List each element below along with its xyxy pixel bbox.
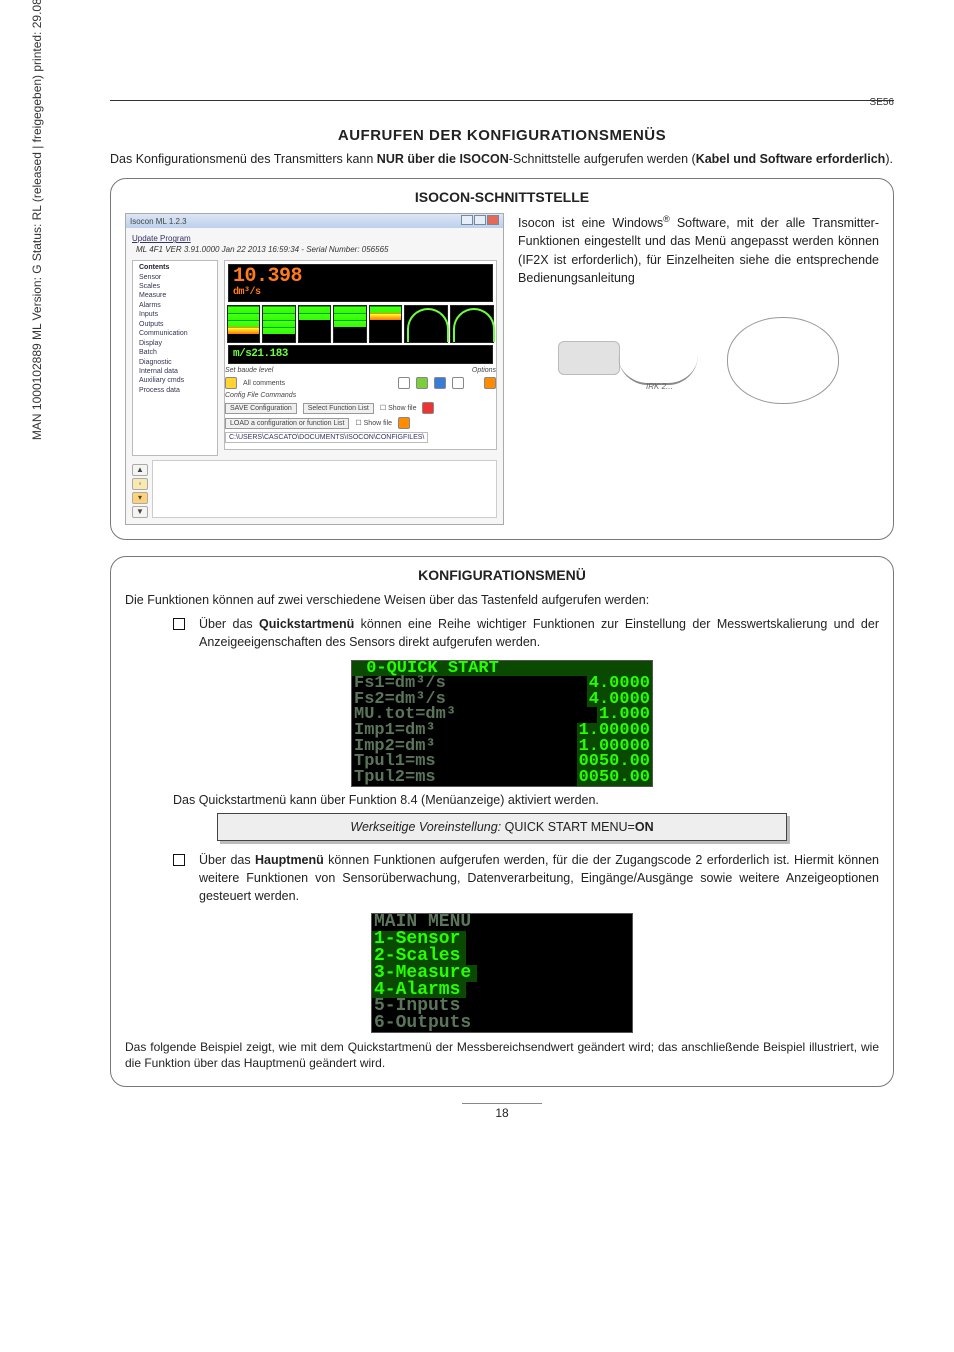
factory-default-box: Werkseitige Voreinstellung: QUICK START …: [217, 813, 787, 841]
top-rule: SE56: [110, 100, 894, 101]
top-marker: SE56: [870, 97, 894, 108]
intro-paragraph: Das Konfigurationsmenü des Transmitters …: [110, 150, 894, 168]
tree-item[interactable]: Outputs: [139, 320, 215, 329]
konfig-intro: Die Funktionen können auf zwei verschied…: [125, 591, 879, 609]
lock-icon[interactable]: [225, 377, 237, 389]
tree-root: Contents: [139, 263, 215, 272]
window-buttons: [460, 215, 499, 227]
isocon-description: Isocon ist eine Windows® Software, mit d…: [518, 213, 879, 287]
side-document-id: MAN 1000102889 ML Version: G Status: RL …: [30, 0, 44, 440]
isocon-cable-diagram: IRK 2...: [518, 307, 879, 417]
opt-icon[interactable]: [398, 377, 410, 389]
lcd-bargraph-row: [227, 305, 494, 343]
bullet-icon: [173, 618, 185, 630]
tree-item[interactable]: Scales: [139, 282, 215, 291]
konfig-heading: KONFIGURATIONSMENÜ: [125, 567, 879, 583]
lcd-bottom-readout: m/s21.183: [231, 348, 490, 361]
tree-item[interactable]: Diagnostic: [139, 358, 215, 367]
select-fn-button[interactable]: Select Function List: [303, 403, 374, 414]
cfg-path: C:\USERS\CASCATO\DOCUMENTS\ISOCON\CONFIG…: [225, 432, 428, 443]
tree-item[interactable]: Inputs: [139, 310, 215, 319]
closing-paragraph: Das folgende Beispiel zeigt, wie mit dem…: [125, 1039, 879, 1071]
options-label: Options: [472, 367, 496, 374]
opt-icon[interactable]: [484, 377, 496, 389]
baud-value: All comments: [243, 380, 285, 387]
isocon-window-title: Isocon ML 1.2.3: [130, 217, 187, 226]
tree-item[interactable]: Process data: [139, 386, 215, 395]
quickstart-lcd: 0-QUICK START Fs1=dm³/s 4.0000Fs2=dm³/s …: [351, 660, 653, 787]
update-label: Update Program: [132, 234, 497, 243]
quickstart-note: Das Quickstartmenü kann über Funktion 8.…: [173, 793, 879, 807]
show-file-check[interactable]: Show file: [364, 420, 392, 427]
tree-item[interactable]: Batch: [139, 348, 215, 357]
opt-icon[interactable]: [416, 377, 428, 389]
cable-label: IRK 2...: [646, 381, 673, 393]
baud-label: Set baude level: [225, 367, 273, 374]
main-menu-lcd: MAIN MENU1-Sensor2-Scales3-Measure4-Alar…: [371, 913, 633, 1033]
opt-icon[interactable]: [452, 377, 464, 389]
bullet-quickstart: Über das Quickstartmenü können eine Reih…: [173, 615, 879, 651]
isocon-tree[interactable]: Contents Sensor Scales Measure Alarms In…: [132, 260, 218, 456]
tree-item[interactable]: Alarms: [139, 301, 215, 310]
save-config-button[interactable]: SAVE Configuration: [225, 403, 297, 414]
preset-label: QUICK START MENU=: [501, 820, 635, 834]
tree-item[interactable]: Internal data: [139, 367, 215, 376]
isocon-version-line: ML 4F1 VER 3.91.0000 Jan 22 2013 16:59:3…: [136, 245, 497, 254]
page-number: 18: [462, 1103, 542, 1120]
isocon-heading: ISOCON-SCHNITTSTELLE: [125, 189, 879, 205]
preset-value: ON: [635, 820, 654, 834]
section-title-aufrufen: AUFRUFEN DER KONFIGURATIONSMENÜS: [110, 127, 894, 144]
tree-item[interactable]: Sensor: [139, 273, 215, 282]
opt-icon[interactable]: [434, 377, 446, 389]
preset-italic: Werkseitige Voreinstellung:: [350, 820, 501, 834]
lcd-main-unit: dm³/s: [231, 287, 490, 299]
tree-item[interactable]: Communication: [139, 329, 215, 338]
load-config-button[interactable]: LOAD a configuration or function List: [225, 418, 349, 429]
tree-item[interactable]: Auxiliary cmds: [139, 376, 215, 385]
tree-item[interactable]: Display: [139, 339, 215, 348]
tree-item[interactable]: Measure: [139, 291, 215, 300]
show-file-check[interactable]: Show file: [388, 405, 416, 412]
isocon-window: Isocon ML 1.2.3 Update Program ML 4F1 VE…: [125, 213, 504, 525]
isocon-display: 10.398 dm³/s: [224, 260, 497, 450]
bullet-hauptmenu: Über das Hauptmenü können Funktionen auf…: [173, 851, 879, 905]
stop-icon[interactable]: [422, 402, 434, 414]
lcd-main-value: 10.398: [231, 267, 490, 287]
cfg-section-label: Config File Commands: [225, 392, 296, 399]
warn-icon[interactable]: [398, 417, 410, 429]
isocon-section-frame: ISOCON-SCHNITTSTELLE Isocon ML 1.2.3 Upd…: [110, 178, 894, 540]
bullet-icon: [173, 854, 185, 866]
scroll-updown[interactable]: ▲◦▾▼: [132, 464, 148, 518]
konfig-section-frame: KONFIGURATIONSMENÜ Die Funktionen können…: [110, 556, 894, 1086]
